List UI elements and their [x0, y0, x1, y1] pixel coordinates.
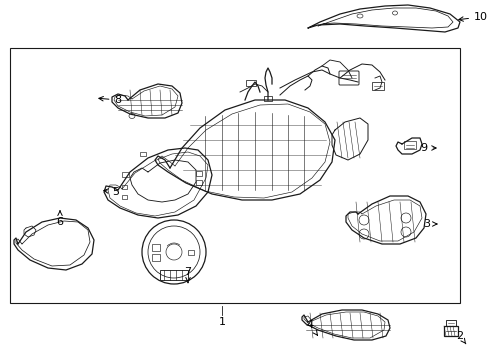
Bar [196, 180, 202, 185]
Text: 5: 5 [103, 187, 119, 197]
Bar [122, 185, 127, 189]
Bar [10, 48, 459, 303]
Text: 3: 3 [423, 219, 436, 229]
Bar [122, 195, 127, 199]
Bar [445, 320, 455, 326]
Bar [140, 152, 146, 156]
Bar [122, 172, 129, 177]
Bar [264, 96, 271, 101]
Text: 2: 2 [455, 331, 465, 344]
Text: 1: 1 [218, 317, 225, 327]
Bar [152, 254, 160, 261]
Bar [196, 171, 202, 176]
Bar [187, 250, 194, 255]
Text: 10: 10 [458, 12, 487, 22]
Text: 4: 4 [306, 320, 317, 335]
Bar [443, 326, 457, 336]
Bar [371, 82, 383, 90]
Bar [160, 270, 187, 280]
Bar [152, 244, 160, 251]
Text: 6: 6 [57, 211, 63, 227]
Bar [245, 80, 256, 86]
Bar [403, 141, 415, 149]
Text: 7: 7 [184, 267, 191, 283]
Text: 9: 9 [420, 143, 435, 153]
Text: 8: 8 [99, 95, 122, 105]
